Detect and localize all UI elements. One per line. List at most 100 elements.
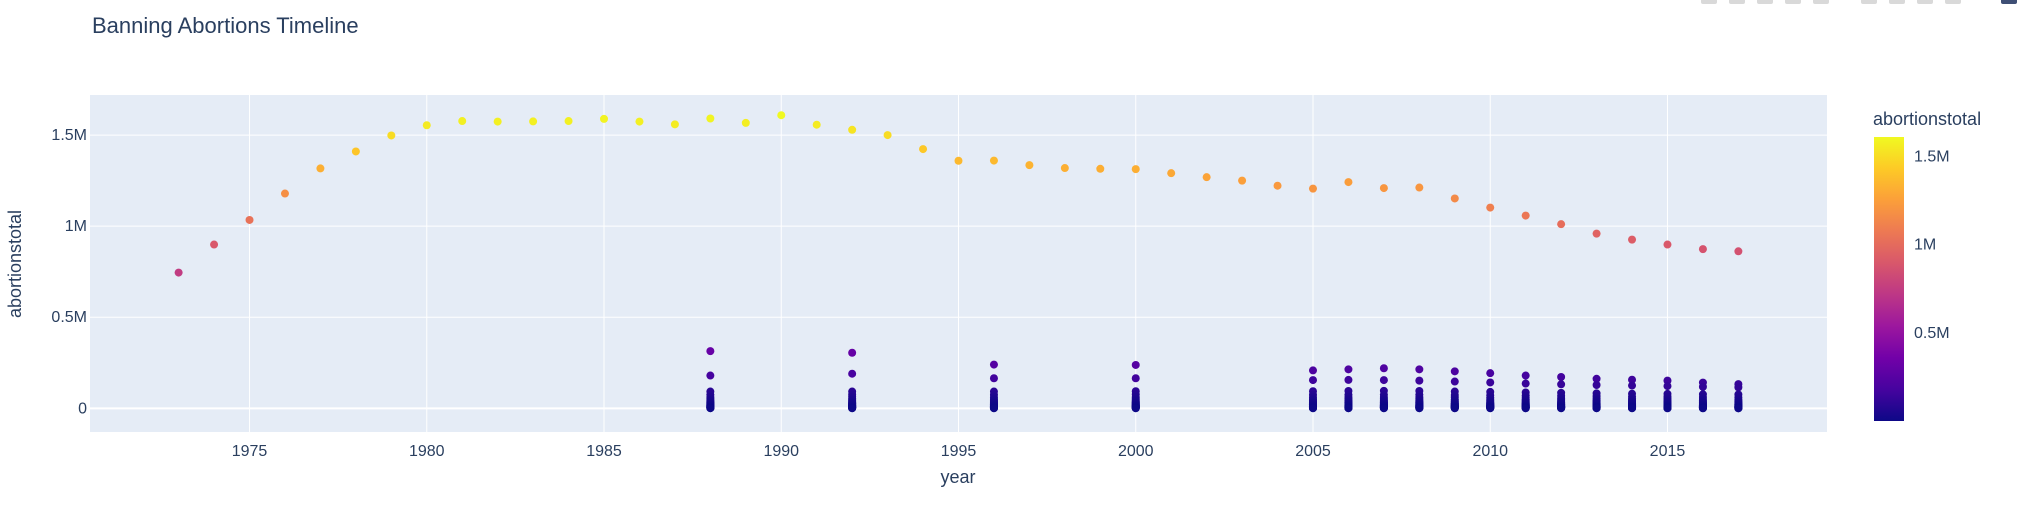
national-point (280, 189, 289, 198)
state-point (848, 369, 857, 378)
national-point (458, 117, 467, 126)
state-point (1450, 367, 1459, 376)
state-point (1450, 377, 1459, 386)
national-point (1486, 203, 1495, 212)
national-point (1060, 164, 1069, 173)
colorbar-tick-label: 0.5M (1914, 325, 1950, 342)
state-point (1379, 364, 1388, 373)
national-point (210, 240, 219, 249)
zoom-in-icon[interactable] (1861, 0, 1877, 4)
pan-icon[interactable] (1757, 0, 1773, 4)
state-point (989, 374, 998, 383)
national-point (1663, 240, 1672, 249)
x-tick-label: 2015 (1650, 443, 1686, 460)
data-points (174, 111, 1743, 413)
national-point (316, 164, 325, 173)
state-point (1486, 378, 1495, 387)
x-tick-label: 1995 (941, 443, 977, 460)
national-point (848, 125, 857, 134)
national-point (706, 114, 715, 123)
state-point (1308, 366, 1317, 375)
colorbar (1874, 137, 1904, 421)
national-point (493, 117, 502, 126)
state-point (1344, 404, 1353, 413)
y-tick-label: 1M (65, 218, 87, 235)
colorbar-title: abortionstotal (1873, 109, 1981, 129)
state-point (1628, 381, 1637, 390)
autoscale-icon[interactable] (1917, 0, 1933, 4)
colorbar-tick-labels: 0.5M 1M 1.5M (1914, 148, 1950, 341)
colorbar-tick-label: 1M (1914, 237, 1936, 254)
national-point (1734, 247, 1743, 256)
state-point (1557, 372, 1566, 381)
state-point (1379, 404, 1388, 413)
state-point (1698, 404, 1707, 413)
x-tick-label: 1985 (586, 443, 622, 460)
national-point (741, 118, 750, 127)
national-point (387, 131, 396, 140)
national-point (1308, 184, 1317, 193)
x-tick-label: 1975 (232, 443, 268, 460)
download-plot-icon[interactable] (1701, 0, 1717, 4)
zoom-icon[interactable] (1729, 0, 1745, 4)
chart-title: Banning Abortions Timeline (92, 13, 359, 38)
state-point (1592, 374, 1601, 383)
national-point (883, 131, 892, 140)
national-point (351, 147, 360, 156)
colorbar-tick-label: 1.5M (1914, 148, 1950, 165)
national-point (1131, 165, 1140, 174)
state-point (1698, 382, 1707, 391)
state-point (706, 347, 715, 356)
national-point (1521, 211, 1530, 220)
state-point (1415, 404, 1424, 413)
national-point (989, 156, 998, 165)
plotly-logo-icon[interactable] (2001, 0, 2017, 4)
national-point (1273, 181, 1282, 190)
state-point (1628, 375, 1637, 384)
national-point (635, 117, 644, 126)
x-tick-label: 1980 (409, 443, 445, 460)
national-point (422, 121, 431, 130)
zoom-out-icon[interactable] (1889, 0, 1905, 4)
x-tick-label: 2000 (1118, 443, 1154, 460)
state-point (1663, 404, 1672, 413)
national-point (1698, 245, 1707, 254)
state-point (848, 404, 857, 413)
y-gridlines (90, 134, 1827, 410)
state-point (1486, 369, 1495, 378)
y-tick-label: 0 (78, 400, 87, 417)
state-point (1663, 376, 1672, 385)
reset-axes-icon[interactable] (1945, 0, 1961, 4)
national-point (1202, 173, 1211, 182)
state-point (989, 404, 998, 413)
state-point (1486, 404, 1495, 413)
state-point (1450, 404, 1459, 413)
state-point (1734, 383, 1743, 392)
x-gridlines (249, 95, 1668, 432)
state-point (989, 360, 998, 369)
x-tick-label: 1990 (763, 443, 799, 460)
y-tick-label: 0.5M (51, 309, 87, 326)
national-point (1628, 235, 1637, 244)
x-tick-label: 2010 (1472, 443, 1508, 460)
state-point (1308, 404, 1317, 413)
national-point (1025, 161, 1034, 170)
state-point (1628, 404, 1637, 413)
state-point (1344, 365, 1353, 374)
box-select-icon[interactable] (1785, 0, 1801, 4)
state-point (1415, 365, 1424, 374)
national-point (1557, 220, 1566, 229)
state-point (1131, 374, 1140, 383)
y-tick-labels: 0 0.5M 1M 1.5M (51, 127, 87, 417)
state-point (1521, 371, 1530, 380)
state-point (1379, 376, 1388, 385)
state-point (1344, 375, 1353, 384)
national-point (529, 117, 538, 126)
state-point (1592, 404, 1601, 413)
national-point (1096, 164, 1105, 173)
state-point (1663, 382, 1672, 391)
state-point (1557, 380, 1566, 389)
lasso-select-icon[interactable] (1813, 0, 1829, 4)
national-point (174, 268, 183, 277)
